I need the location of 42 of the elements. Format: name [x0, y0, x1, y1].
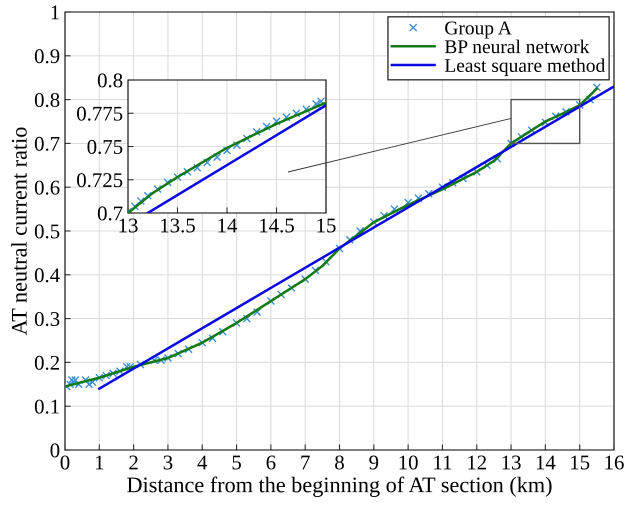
x-tick-label: 13 [502, 456, 521, 470]
x-tick-label: 8 [335, 455, 344, 470]
x-tick-label: 10 [400, 455, 418, 470]
y-tick-label: 0 [50, 443, 60, 458]
legend-label: BP neural network [444, 40, 590, 54]
y-tick-label: 0.9 [34, 49, 60, 64]
x-tick-label: 0 [60, 455, 70, 470]
x-tick-label: 15 [571, 456, 590, 470]
y-tick-label: 1 [52, 5, 59, 20]
x-tick-label: 7 [301, 456, 310, 470]
x-tick-label: 3 [164, 456, 172, 470]
y-tick-label: 0.6 [34, 180, 60, 195]
y-tick-label: 0.8 [98, 73, 122, 88]
y-tick-label: 0.8 [34, 92, 60, 108]
x-tick-label: 14 [536, 456, 556, 470]
x-tick-label: 13 [119, 218, 138, 233]
x-tick-label: 11 [434, 456, 452, 470]
legend-label: Least square method [444, 58, 606, 76]
y-tick-label: 0.4 [34, 268, 60, 282]
x-tick-label: 15 [317, 218, 336, 233]
x-axis-title: Distance from the beginning of AT section (km) [127, 476, 552, 497]
x-tick-label: 4 [197, 456, 208, 470]
y-tick-label: 0.3 [34, 312, 60, 326]
x-tick-label: 13.5 [161, 218, 195, 233]
y-axis-title: AT neutral current ratio [11, 127, 27, 336]
y-tick-label: 0.7 [34, 136, 60, 151]
y-tick-label: 0.2 [34, 356, 59, 370]
y-tick-label: 0.5 [34, 224, 60, 239]
y-tick-label: 0.1 [34, 400, 59, 414]
x-tick-label: 9 [369, 456, 378, 470]
y-tick-label: 0.725 [77, 173, 122, 188]
y-tick-label: 0.75 [87, 140, 122, 154]
x-tick-label: 16 [605, 456, 624, 470]
x-tick-label: 6 [266, 456, 276, 470]
x-tick-label: 14 [218, 218, 238, 232]
x-tick-label: 5 [232, 456, 241, 470]
legend-label: Group A [445, 21, 512, 38]
y-tick-label: 0.7 [98, 206, 123, 221]
x-tick-label: 12 [468, 456, 486, 470]
y-tick-label: 0.775 [77, 106, 122, 121]
x-tick-label: 14.5 [260, 218, 294, 233]
x-tick-label: 2 [129, 456, 138, 470]
